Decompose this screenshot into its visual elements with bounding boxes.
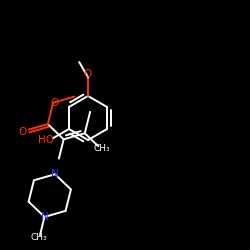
Text: CH₃: CH₃ [30,232,47,241]
Text: N: N [40,212,48,222]
Text: CH₃: CH₃ [94,144,110,153]
Text: HO: HO [38,135,54,145]
Text: O: O [84,69,92,79]
Text: O: O [18,126,26,136]
Text: N: N [51,169,59,179]
Text: O: O [50,98,58,108]
